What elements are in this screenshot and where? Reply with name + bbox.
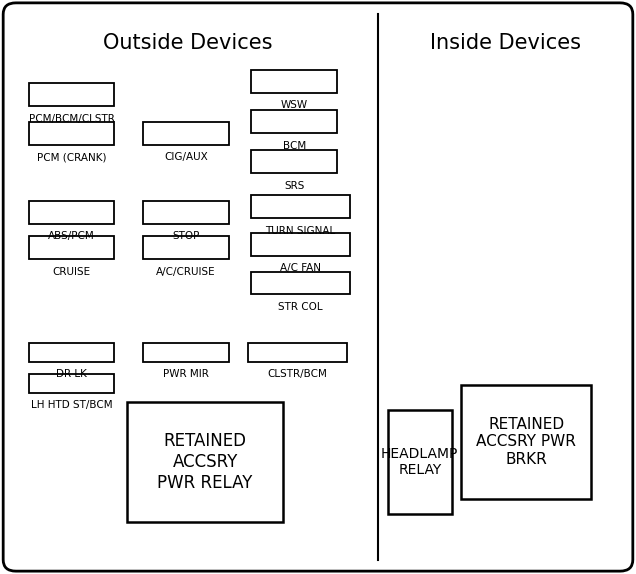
Text: A/C FAN: A/C FAN	[280, 263, 321, 273]
Bar	[251, 272, 350, 294]
Text: CRUISE: CRUISE	[53, 267, 90, 277]
Bar	[461, 385, 591, 499]
FancyBboxPatch shape	[3, 3, 633, 571]
Text: DR LK: DR LK	[56, 369, 87, 378]
Text: Outside Devices: Outside Devices	[103, 33, 272, 53]
Bar	[29, 201, 114, 224]
Bar	[143, 201, 229, 224]
Bar	[29, 122, 114, 145]
Text: HEADLAMP
RELAY: HEADLAMP RELAY	[381, 447, 459, 477]
Bar	[251, 233, 350, 256]
Text: TURN SIGNAL: TURN SIGNAL	[265, 226, 336, 235]
Bar	[251, 195, 350, 218]
Text: STOP: STOP	[172, 231, 200, 241]
Bar	[29, 374, 114, 393]
Text: SRS: SRS	[284, 181, 305, 191]
Bar	[143, 343, 229, 362]
Text: STR COL: STR COL	[278, 302, 323, 312]
Bar	[388, 410, 452, 514]
Bar	[143, 122, 229, 145]
Text: RETAINED
ACCSRY
PWR RELAY: RETAINED ACCSRY PWR RELAY	[158, 432, 252, 492]
Bar	[251, 150, 337, 173]
Bar	[251, 70, 337, 93]
Text: CLSTR/BCM: CLSTR/BCM	[267, 369, 328, 378]
Text: A/C/CRUISE: A/C/CRUISE	[156, 267, 216, 277]
Bar	[29, 83, 114, 106]
Bar	[143, 236, 229, 259]
Text: CIG/AUX: CIG/AUX	[164, 152, 208, 162]
Text: WSW: WSW	[280, 100, 308, 110]
Text: PWR MIR: PWR MIR	[163, 369, 209, 378]
Bar	[127, 402, 283, 522]
Text: PCM (CRANK): PCM (CRANK)	[37, 152, 106, 162]
Text: BCM: BCM	[282, 141, 306, 150]
Bar	[29, 343, 114, 362]
Text: RETAINED
ACCSRY PWR
BRKR: RETAINED ACCSRY PWR BRKR	[476, 417, 576, 467]
Text: PCM/BCM/CLSTR: PCM/BCM/CLSTR	[29, 114, 114, 123]
Bar	[248, 343, 347, 362]
Bar	[251, 110, 337, 133]
Bar	[29, 236, 114, 259]
Text: ABS/PCM: ABS/PCM	[48, 231, 95, 241]
Text: LH HTD ST/BCM: LH HTD ST/BCM	[31, 400, 113, 410]
Text: Inside Devices: Inside Devices	[430, 33, 581, 53]
